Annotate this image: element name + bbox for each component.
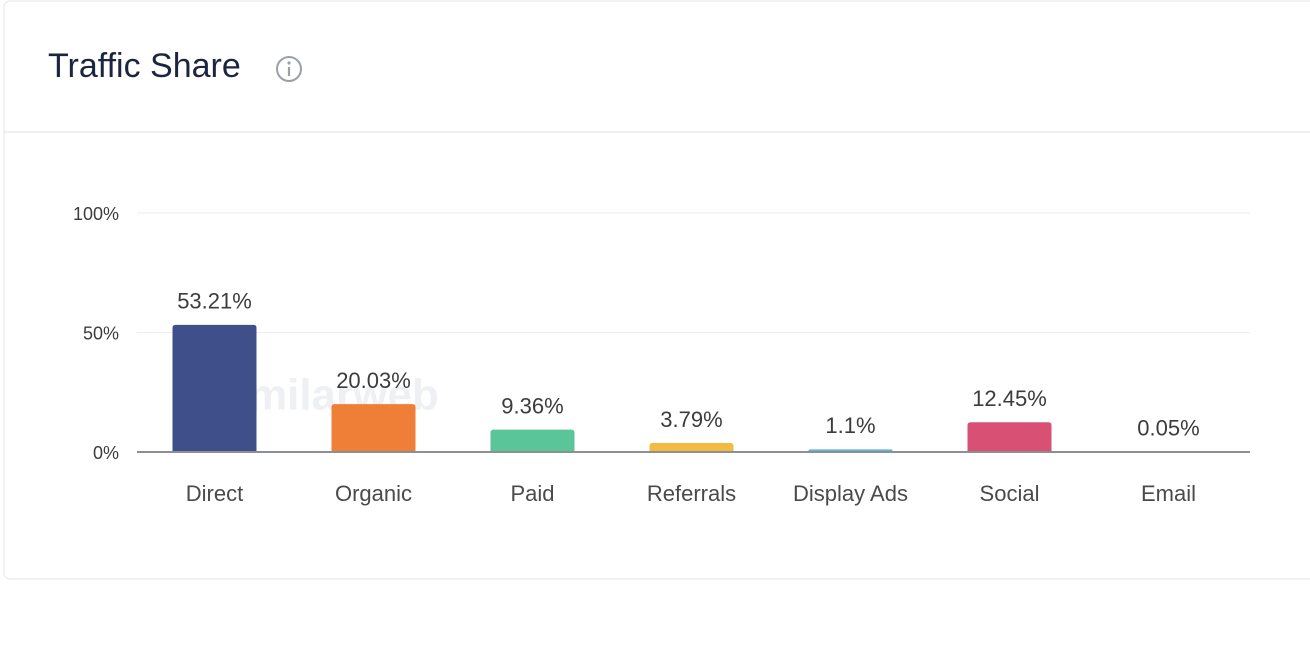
x-tick-label: Paid — [510, 481, 554, 506]
x-tick-label: Organic — [335, 481, 412, 506]
bar — [332, 404, 416, 452]
bar — [968, 422, 1052, 452]
value-label: 3.79% — [660, 407, 722, 432]
value-label: 20.03% — [336, 368, 411, 393]
bar — [173, 325, 257, 452]
value-label: 0.05% — [1137, 416, 1199, 441]
x-tick-label: Email — [1141, 481, 1196, 506]
value-label: 1.1% — [825, 413, 875, 438]
x-tick-label: Referrals — [647, 481, 736, 506]
y-tick-label: 50% — [83, 323, 119, 343]
x-tick-label: Social — [980, 481, 1040, 506]
y-tick-label: 100% — [73, 204, 119, 224]
chart-title: Traffic Share — [48, 47, 241, 85]
y-tick-label: 0% — [93, 443, 119, 463]
value-label: 53.21% — [177, 289, 252, 314]
value-label: 12.45% — [972, 386, 1047, 411]
bar — [650, 443, 734, 452]
x-tick-label: Display Ads — [793, 481, 908, 506]
x-tick-label: Direct — [186, 481, 243, 506]
value-label: 9.36% — [501, 393, 563, 418]
bar — [491, 430, 575, 452]
